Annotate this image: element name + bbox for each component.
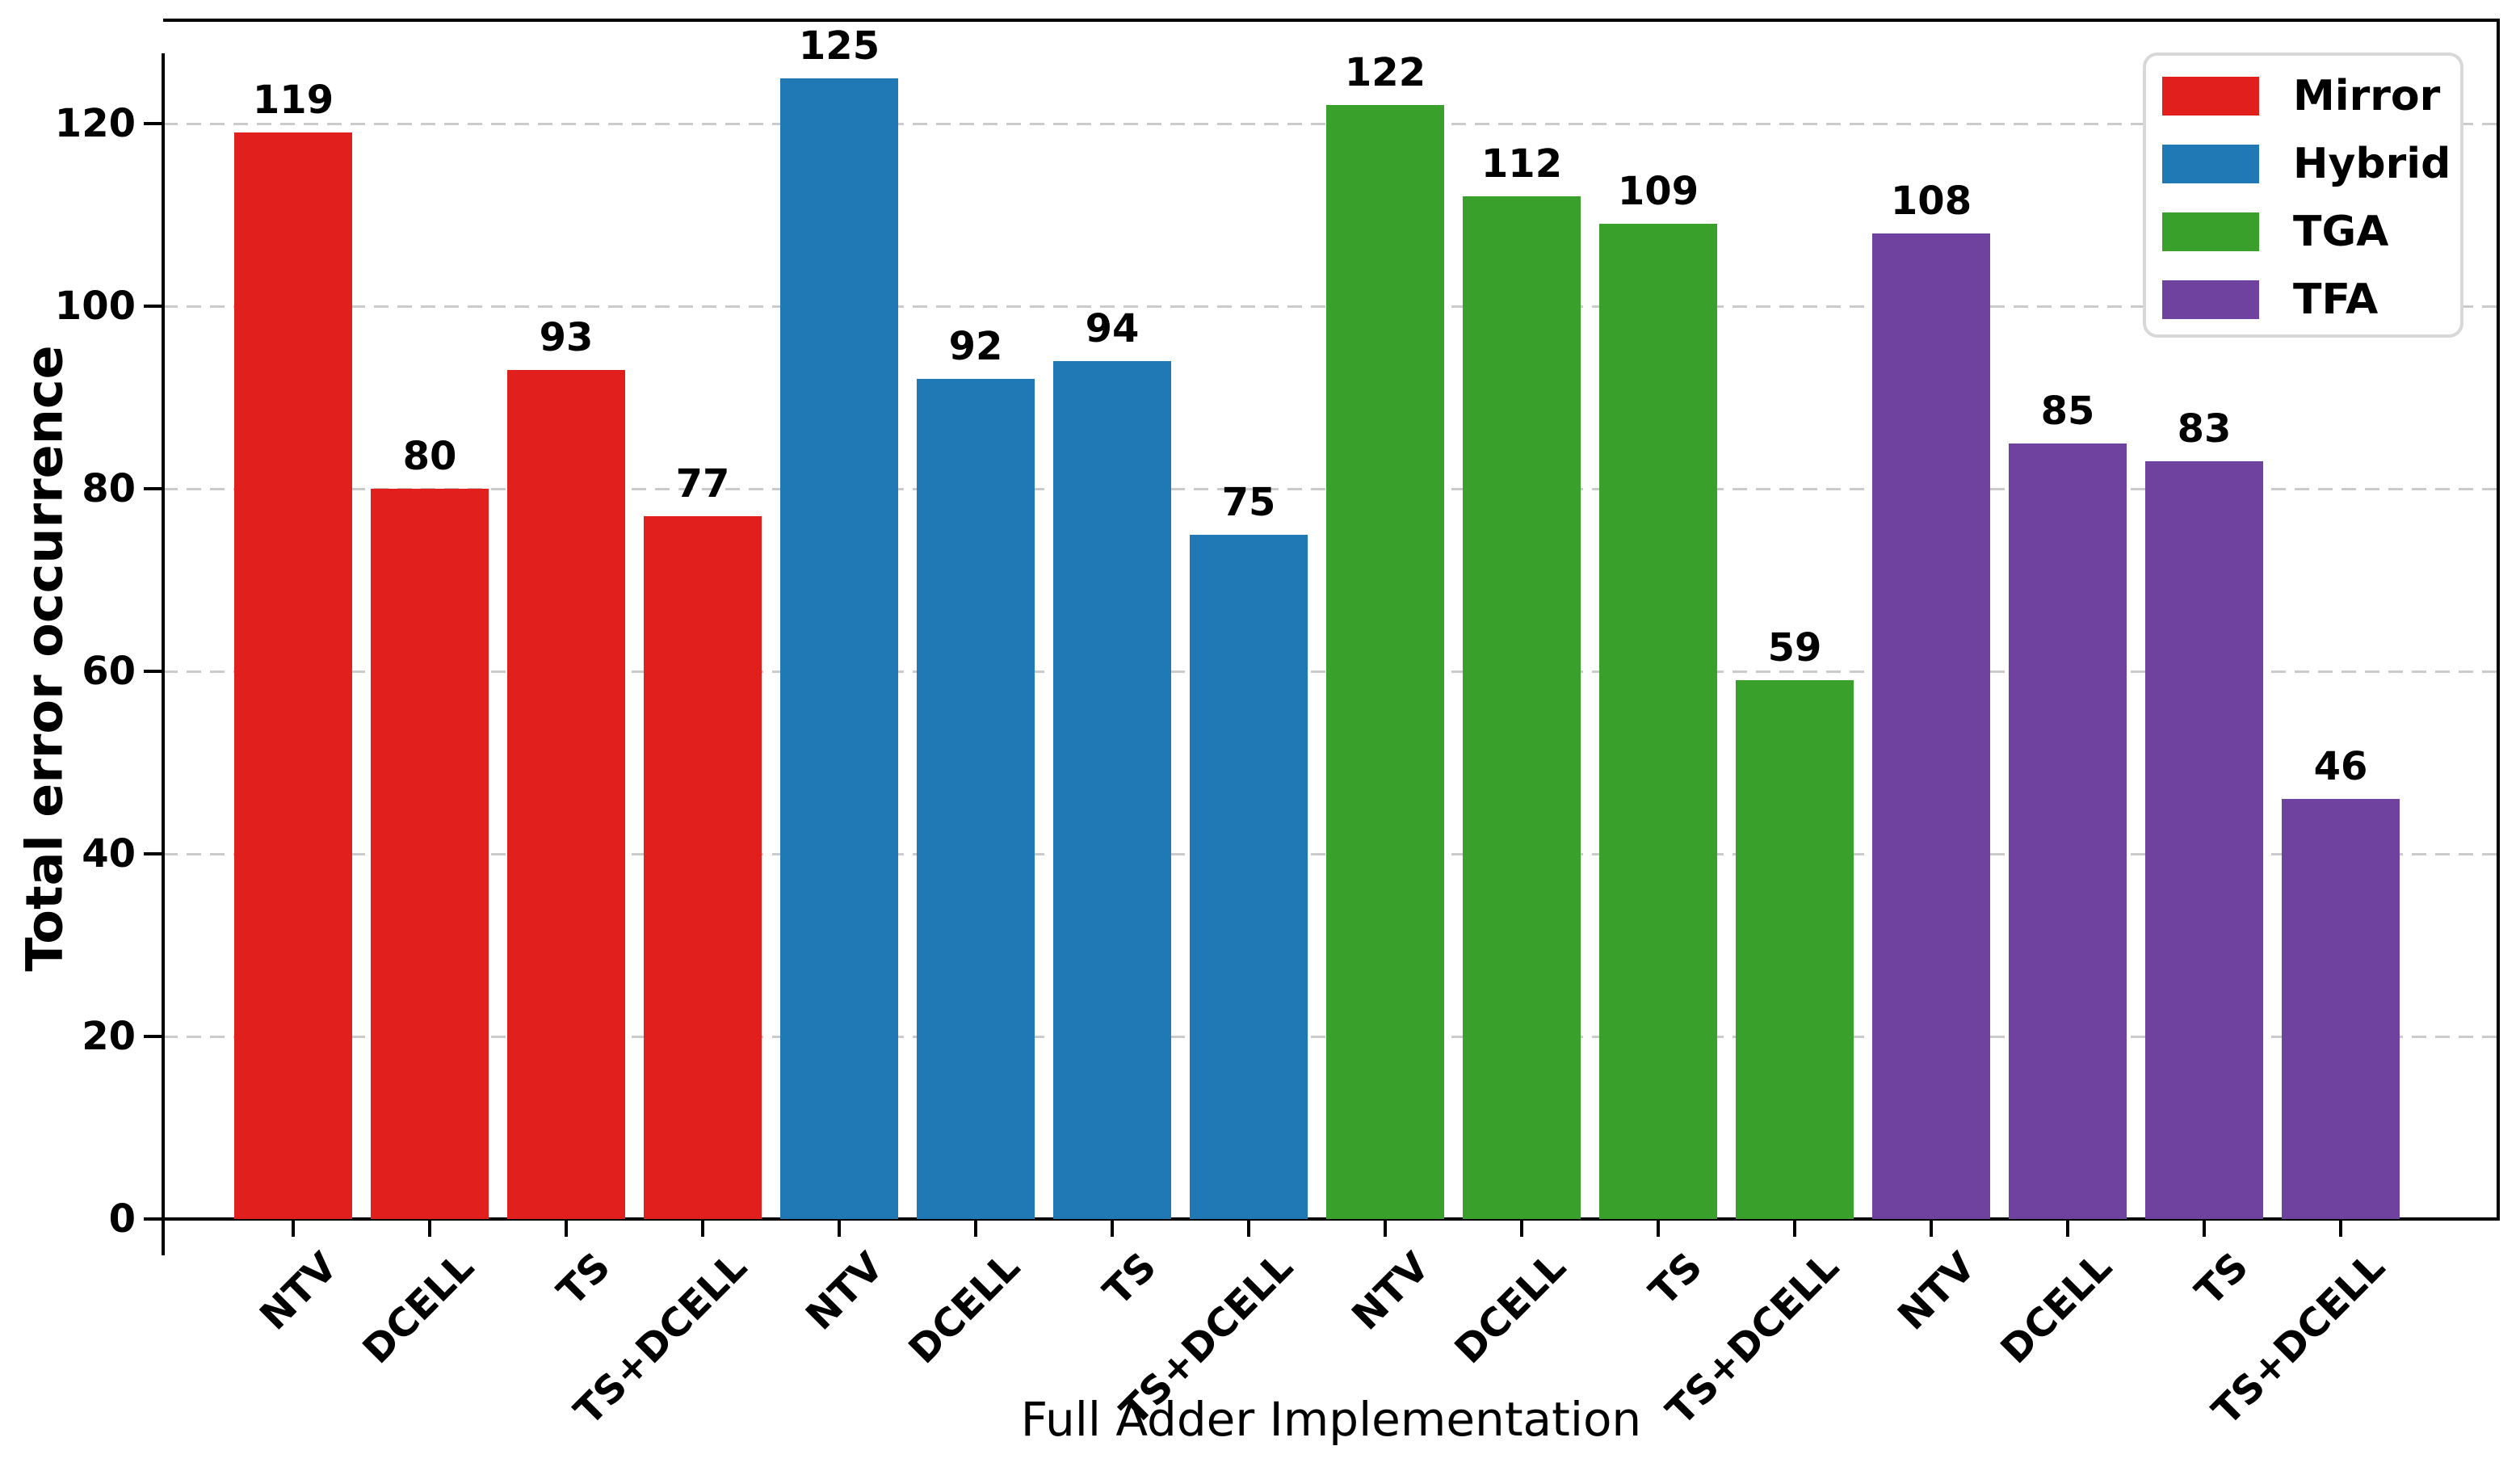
x-tick-3 — [701, 1221, 704, 1237]
x-tick-15 — [2339, 1221, 2342, 1237]
x-tick-8 — [1384, 1221, 1387, 1237]
x-tick-7 — [1247, 1221, 1250, 1237]
y-tick-label-80: 80 — [82, 466, 136, 511]
bar-value-label: 109 — [1617, 169, 1699, 215]
legend-label: TFA — [2293, 275, 2379, 324]
x-tick-0 — [292, 1221, 295, 1237]
y-tick-20 — [144, 1035, 163, 1038]
top-spine — [163, 19, 2500, 22]
x-tick-13 — [2066, 1221, 2069, 1237]
legend-item-mirror: Mirror — [2146, 62, 2460, 130]
y-tick-120 — [144, 122, 163, 125]
y-tick-40 — [144, 852, 163, 855]
bar-value-label: 108 — [1890, 178, 1972, 224]
bar-value-label: 92 — [948, 324, 1003, 370]
x-tick-9 — [1520, 1221, 1523, 1237]
legend-swatch-tfa — [2162, 280, 2259, 319]
legend: Mirror Hybrid TGA TFA — [2143, 53, 2463, 338]
legend-label: TGA — [2293, 208, 2389, 256]
x-tick-1 — [428, 1221, 431, 1237]
legend-label: Mirror — [2293, 72, 2441, 120]
bar-value-label: 93 — [539, 315, 594, 361]
bar-value-label: 119 — [252, 78, 334, 124]
bar-value-label: 112 — [1480, 141, 1563, 187]
legend-label: Hybrid — [2293, 140, 2451, 188]
x-tick-5 — [974, 1221, 977, 1237]
legend-item-tfa: TFA — [2146, 266, 2460, 334]
bar-value-label: 59 — [1767, 625, 1822, 671]
legend-item-tga: TGA — [2146, 198, 2460, 266]
bar-value-label: 80 — [402, 434, 457, 479]
bar-tga-dcell — [1463, 196, 1581, 1219]
bar-mirror-dcell — [371, 489, 489, 1219]
y-tick-80 — [144, 487, 163, 490]
x-axis-label: Full Adder Implementation — [1020, 1392, 1642, 1447]
x-tick-11 — [1793, 1221, 1796, 1237]
bar-value-label: 75 — [1221, 479, 1276, 525]
bar-hybrid-ts+dcell — [1190, 534, 1308, 1219]
bar-value-label: 122 — [1344, 50, 1426, 96]
bar-tga-ntv — [1326, 105, 1444, 1219]
bar-value-label: 85 — [2040, 388, 2095, 434]
bar-hybrid-ts — [1053, 360, 1171, 1219]
y-tick-label-20: 20 — [82, 1014, 136, 1059]
plot-area: 119 80 93 77 125 92 94 75 122 112 109 59 108 85 83 46 — [163, 20, 2500, 1219]
bar-value-label: 46 — [2313, 744, 2368, 790]
bar-tfa-dcell — [2009, 443, 2127, 1219]
bar-hybrid-ntv — [780, 78, 898, 1219]
x-tick-14 — [2203, 1221, 2206, 1237]
bar-tga-ts+dcell — [1736, 680, 1854, 1219]
bar-value-label: 77 — [675, 460, 730, 507]
left-spine — [162, 53, 165, 1255]
x-tick-12 — [1930, 1221, 1933, 1237]
bar-hybrid-dcell — [917, 379, 1035, 1219]
bar-value-label: 83 — [2177, 406, 2232, 452]
y-tick-60 — [144, 670, 163, 673]
bar-tfa-ts — [2145, 461, 2263, 1219]
y-tick-100 — [144, 305, 163, 308]
legend-item-hybrid: Hybrid — [2146, 130, 2460, 198]
x-tick-10 — [1657, 1221, 1660, 1237]
legend-swatch-mirror — [2162, 77, 2259, 116]
right-spine — [2497, 19, 2500, 1221]
bar-mirror-ntv — [234, 132, 352, 1219]
x-tick-2 — [565, 1221, 568, 1237]
bar-tfa-ntv — [1872, 233, 1990, 1219]
y-tick-label-60: 60 — [82, 649, 136, 694]
y-tick-label-120: 120 — [54, 101, 136, 146]
bar-value-label: 94 — [1085, 305, 1140, 351]
bar-mirror-ts+dcell — [644, 515, 762, 1219]
y-tick-label-40: 40 — [82, 831, 136, 876]
y-tick-label-100: 100 — [54, 284, 136, 329]
y-tick-label-0: 0 — [108, 1196, 136, 1242]
bar-tga-ts — [1599, 224, 1717, 1219]
bottom-spine — [163, 1217, 2500, 1221]
bar-value-label: 125 — [798, 23, 880, 69]
x-tick-6 — [1111, 1221, 1114, 1237]
bar-tfa-ts+dcell — [2282, 799, 2400, 1219]
x-tick-4 — [838, 1221, 841, 1237]
y-tick-0 — [144, 1217, 163, 1221]
bar-mirror-ts — [507, 370, 625, 1219]
legend-swatch-hybrid — [2162, 145, 2259, 183]
legend-swatch-tga — [2162, 212, 2259, 251]
